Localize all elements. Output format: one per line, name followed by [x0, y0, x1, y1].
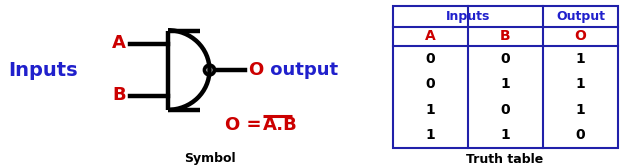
Text: A.B: A.B: [263, 116, 298, 134]
Text: 1: 1: [426, 103, 436, 117]
Text: 1: 1: [500, 128, 510, 142]
Text: 0: 0: [500, 52, 510, 66]
Text: Inputs: Inputs: [446, 10, 490, 23]
Text: 1: 1: [500, 77, 510, 91]
Text: 0: 0: [426, 52, 436, 66]
Text: 1: 1: [426, 128, 436, 142]
Text: output: output: [265, 61, 339, 79]
Bar: [393, 6, 618, 148]
Text: O: O: [575, 29, 587, 44]
Text: 0: 0: [426, 77, 436, 91]
Text: Inputs: Inputs: [8, 60, 77, 79]
Text: Output: Output: [556, 10, 605, 23]
Text: B: B: [112, 86, 126, 104]
Text: O: O: [248, 61, 264, 79]
Text: 1: 1: [575, 77, 585, 91]
Text: 0: 0: [576, 128, 585, 142]
Text: 1: 1: [575, 52, 585, 66]
Text: 1: 1: [575, 103, 585, 117]
Text: B: B: [500, 29, 511, 44]
Text: A: A: [425, 29, 436, 44]
Text: 0: 0: [500, 103, 510, 117]
Text: O =: O =: [225, 116, 268, 134]
Text: A: A: [112, 34, 126, 52]
Text: Truth table: Truth table: [466, 154, 544, 166]
Text: Symbol: Symbol: [184, 152, 236, 165]
